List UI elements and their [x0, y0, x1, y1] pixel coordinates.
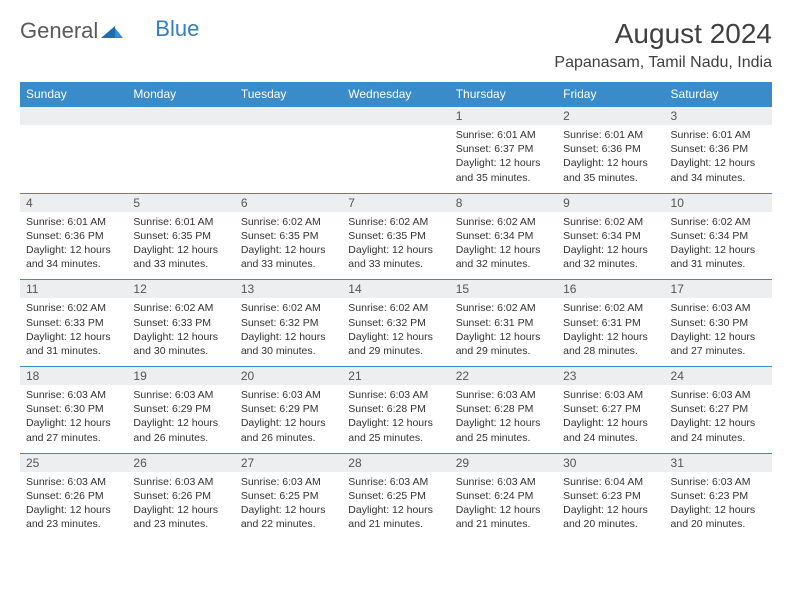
- day-detail: Sunrise: 6:01 AMSunset: 6:37 PMDaylight:…: [450, 125, 557, 193]
- day-detail: [342, 125, 449, 193]
- day-detail: Sunrise: 6:03 AMSunset: 6:26 PMDaylight:…: [127, 472, 234, 540]
- day-number: 9: [557, 193, 664, 212]
- day-number: 12: [127, 280, 234, 299]
- day-number: 22: [450, 367, 557, 386]
- day-detail: Sunrise: 6:01 AMSunset: 6:35 PMDaylight:…: [127, 212, 234, 280]
- day-number: 6: [235, 193, 342, 212]
- day-number: 18: [20, 367, 127, 386]
- day-detail: Sunrise: 6:02 AMSunset: 6:31 PMDaylight:…: [450, 298, 557, 366]
- day-number: 13: [235, 280, 342, 299]
- day-detail: Sunrise: 6:02 AMSunset: 6:31 PMDaylight:…: [557, 298, 664, 366]
- day-detail: Sunrise: 6:03 AMSunset: 6:25 PMDaylight:…: [235, 472, 342, 540]
- day-number: [127, 107, 234, 126]
- day-number: [235, 107, 342, 126]
- logo: General Blue: [20, 18, 199, 44]
- day-number: 21: [342, 367, 449, 386]
- day-number-row: 18192021222324: [20, 367, 772, 386]
- day-detail: Sunrise: 6:03 AMSunset: 6:23 PMDaylight:…: [665, 472, 772, 540]
- day-number: 10: [665, 193, 772, 212]
- day-number: 20: [235, 367, 342, 386]
- day-detail: Sunrise: 6:02 AMSunset: 6:34 PMDaylight:…: [557, 212, 664, 280]
- day-header: Tuesday: [235, 82, 342, 107]
- day-number: 2: [557, 107, 664, 126]
- day-detail: Sunrise: 6:01 AMSunset: 6:36 PMDaylight:…: [665, 125, 772, 193]
- day-header: Thursday: [450, 82, 557, 107]
- day-number: 8: [450, 193, 557, 212]
- day-number: [342, 107, 449, 126]
- day-number: 23: [557, 367, 664, 386]
- day-number: 11: [20, 280, 127, 299]
- day-number: 15: [450, 280, 557, 299]
- day-detail: Sunrise: 6:03 AMSunset: 6:28 PMDaylight:…: [342, 385, 449, 453]
- day-detail: [20, 125, 127, 193]
- day-number: 31: [665, 453, 772, 472]
- day-detail: Sunrise: 6:03 AMSunset: 6:27 PMDaylight:…: [665, 385, 772, 453]
- day-detail: [235, 125, 342, 193]
- day-number: 25: [20, 453, 127, 472]
- day-number: [20, 107, 127, 126]
- day-number: 16: [557, 280, 664, 299]
- day-number: 3: [665, 107, 772, 126]
- day-detail: Sunrise: 6:02 AMSunset: 6:32 PMDaylight:…: [235, 298, 342, 366]
- day-number: 19: [127, 367, 234, 386]
- calendar-table: SundayMondayTuesdayWednesdayThursdayFrid…: [20, 82, 772, 539]
- day-header: Friday: [557, 82, 664, 107]
- day-detail: Sunrise: 6:03 AMSunset: 6:26 PMDaylight:…: [20, 472, 127, 540]
- day-detail: Sunrise: 6:01 AMSunset: 6:36 PMDaylight:…: [557, 125, 664, 193]
- day-detail-row: Sunrise: 6:02 AMSunset: 6:33 PMDaylight:…: [20, 298, 772, 366]
- month-title: August 2024: [554, 18, 772, 50]
- location: Papanasam, Tamil Nadu, India: [554, 54, 772, 72]
- day-detail-row: Sunrise: 6:03 AMSunset: 6:26 PMDaylight:…: [20, 472, 772, 540]
- day-number: 5: [127, 193, 234, 212]
- day-detail: Sunrise: 6:01 AMSunset: 6:36 PMDaylight:…: [20, 212, 127, 280]
- day-detail: Sunrise: 6:02 AMSunset: 6:35 PMDaylight:…: [235, 212, 342, 280]
- day-detail: Sunrise: 6:03 AMSunset: 6:30 PMDaylight:…: [665, 298, 772, 366]
- day-detail: Sunrise: 6:02 AMSunset: 6:32 PMDaylight:…: [342, 298, 449, 366]
- day-detail: Sunrise: 6:03 AMSunset: 6:24 PMDaylight:…: [450, 472, 557, 540]
- day-detail: Sunrise: 6:02 AMSunset: 6:34 PMDaylight:…: [665, 212, 772, 280]
- day-detail: Sunrise: 6:02 AMSunset: 6:33 PMDaylight:…: [20, 298, 127, 366]
- day-header: Monday: [127, 82, 234, 107]
- day-number-row: 25262728293031: [20, 453, 772, 472]
- day-number-row: 45678910: [20, 193, 772, 212]
- day-number: 26: [127, 453, 234, 472]
- day-number: 30: [557, 453, 664, 472]
- day-detail-row: Sunrise: 6:03 AMSunset: 6:30 PMDaylight:…: [20, 385, 772, 453]
- day-header-row: SundayMondayTuesdayWednesdayThursdayFrid…: [20, 82, 772, 107]
- day-detail: [127, 125, 234, 193]
- day-detail: Sunrise: 6:03 AMSunset: 6:25 PMDaylight:…: [342, 472, 449, 540]
- day-number: 27: [235, 453, 342, 472]
- day-detail: Sunrise: 6:03 AMSunset: 6:29 PMDaylight:…: [127, 385, 234, 453]
- day-header: Saturday: [665, 82, 772, 107]
- day-detail: Sunrise: 6:03 AMSunset: 6:28 PMDaylight:…: [450, 385, 557, 453]
- day-detail: Sunrise: 6:04 AMSunset: 6:23 PMDaylight:…: [557, 472, 664, 540]
- logo-mark-icon: [101, 22, 123, 40]
- day-detail: Sunrise: 6:03 AMSunset: 6:29 PMDaylight:…: [235, 385, 342, 453]
- header: General Blue August 2024 Papanasam, Tami…: [20, 18, 772, 72]
- day-number: 4: [20, 193, 127, 212]
- day-number: 14: [342, 280, 449, 299]
- day-detail: Sunrise: 6:03 AMSunset: 6:30 PMDaylight:…: [20, 385, 127, 453]
- day-detail: Sunrise: 6:02 AMSunset: 6:35 PMDaylight:…: [342, 212, 449, 280]
- day-header: Wednesday: [342, 82, 449, 107]
- day-detail-row: Sunrise: 6:01 AMSunset: 6:37 PMDaylight:…: [20, 125, 772, 193]
- day-number-row: 11121314151617: [20, 280, 772, 299]
- logo-text-a: General: [20, 18, 98, 44]
- day-header: Sunday: [20, 82, 127, 107]
- day-detail: Sunrise: 6:02 AMSunset: 6:34 PMDaylight:…: [450, 212, 557, 280]
- day-number: 28: [342, 453, 449, 472]
- day-number-row: 123: [20, 107, 772, 126]
- day-number: 1: [450, 107, 557, 126]
- day-number: 7: [342, 193, 449, 212]
- day-detail: Sunrise: 6:03 AMSunset: 6:27 PMDaylight:…: [557, 385, 664, 453]
- day-detail-row: Sunrise: 6:01 AMSunset: 6:36 PMDaylight:…: [20, 212, 772, 280]
- logo-text-b: Blue: [155, 16, 199, 42]
- day-number: 24: [665, 367, 772, 386]
- day-detail: Sunrise: 6:02 AMSunset: 6:33 PMDaylight:…: [127, 298, 234, 366]
- day-number: 29: [450, 453, 557, 472]
- day-number: 17: [665, 280, 772, 299]
